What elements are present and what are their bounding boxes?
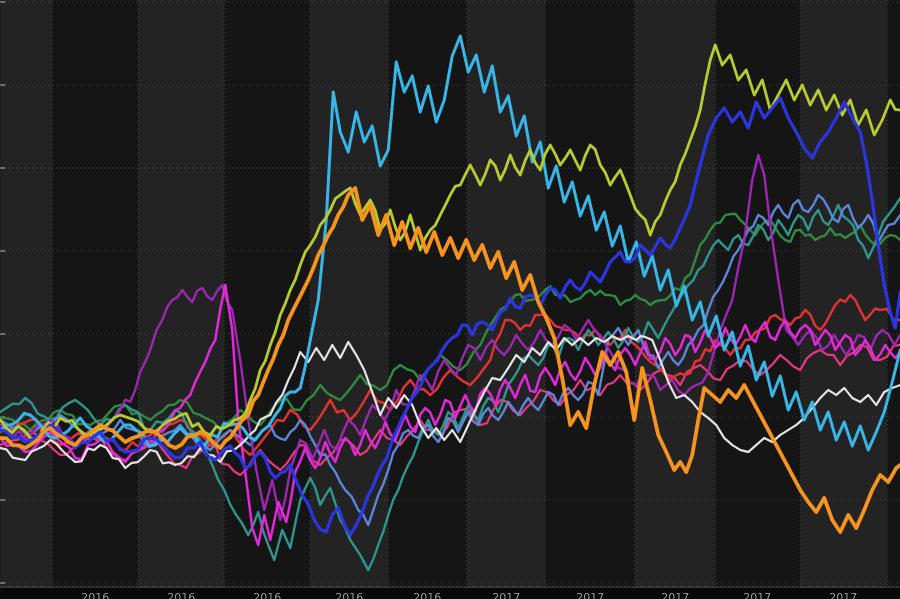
series-line-purple	[0, 153, 900, 522]
series-line-royal-blue	[0, 96, 900, 537]
x-axis-label: 2016	[413, 591, 441, 599]
x-axis-label: 2016	[167, 591, 195, 599]
chart-band	[52, 0, 139, 588]
x-axis-label: 2016	[253, 591, 281, 599]
x-axis-label: 2017	[576, 591, 604, 599]
x-axis-strip	[0, 588, 900, 599]
series-line-cornflower	[0, 193, 900, 527]
x-axis-label: 2017	[492, 591, 520, 599]
x-axis-label: 2016	[81, 591, 109, 599]
chart-band	[715, 0, 801, 588]
chart-band	[800, 0, 888, 588]
chart-band	[138, 0, 225, 588]
x-axis-label: 2017	[661, 591, 689, 599]
x-axis-label: 2016	[335, 591, 363, 599]
series-line-orange	[0, 186, 900, 534]
chart-band	[887, 0, 900, 588]
x-axis-label: 2017	[829, 591, 857, 599]
chart-band	[388, 0, 468, 588]
series-line-magenta	[0, 283, 900, 547]
series-line-white	[0, 334, 900, 470]
series-line-cyan	[0, 34, 900, 452]
series-line-olive	[0, 43, 900, 441]
chart-band	[0, 0, 53, 588]
chart-band	[467, 0, 546, 588]
chart-band	[310, 0, 389, 588]
chart-band	[224, 0, 311, 588]
x-axis-label: 2017	[743, 591, 771, 599]
